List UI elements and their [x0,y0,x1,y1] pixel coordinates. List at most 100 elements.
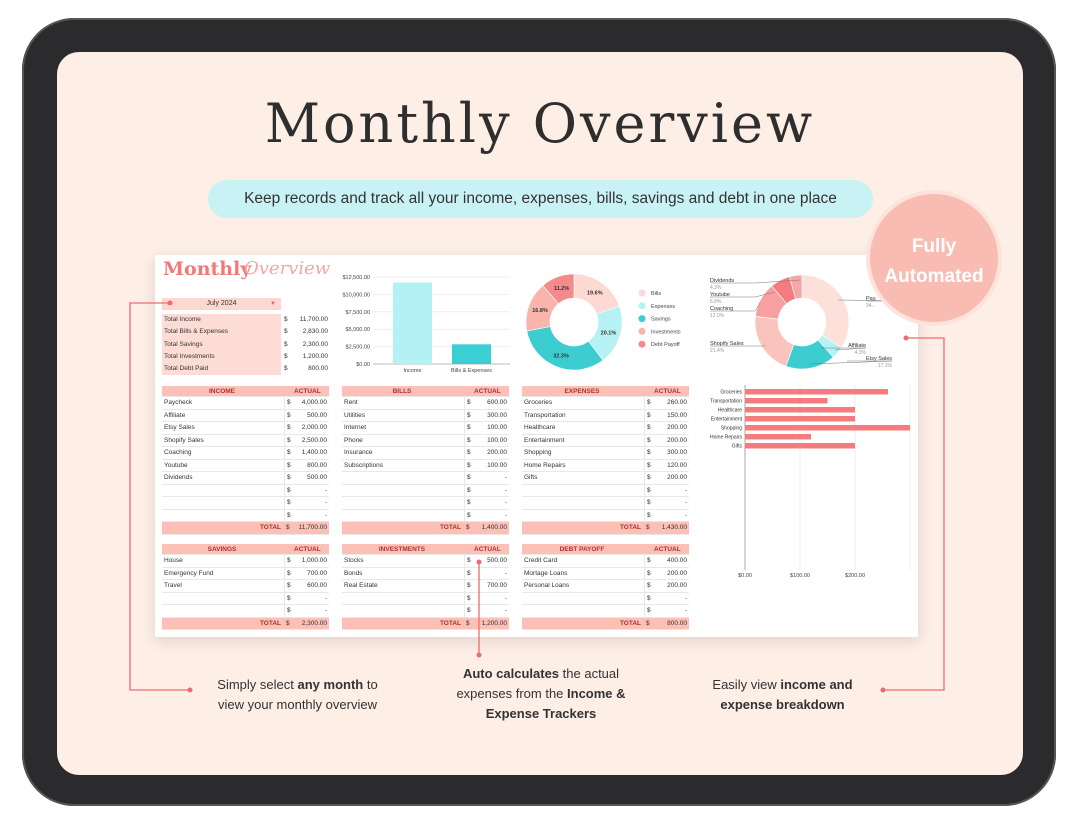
currency-symbol: $ [464,459,471,471]
row-value: - [324,594,327,602]
ann-bold: any month [297,677,364,692]
row-value: - [684,499,687,506]
slice-label: Youtube [710,292,730,298]
slice-percent: 17.1% [878,363,893,369]
table-row[interactable]: $ - [342,472,509,485]
bar-bills-expenses [452,344,491,364]
table-row[interactable]: $ - [522,509,689,522]
annotation-left: Simply select any month to view your mont… [190,675,405,715]
table-total-row: TOTAL $800.00 [522,617,689,630]
currency-symbol: $ [284,592,291,604]
slice-data-label: 16.8% [532,308,548,314]
row-value: 1,400.00 [301,449,327,456]
ann-text: view your monthly overview [218,697,377,712]
table-row[interactable]: $ - [522,484,689,497]
slice-data-label: 20.1% [601,330,617,336]
currency-symbol: $ [284,352,288,360]
slice-label: Dividends [710,278,734,284]
y-tick-label: $12,500.00 [342,275,370,281]
table-row[interactable]: $ - [162,509,329,522]
table-row[interactable]: Credit Card $400.00 [522,555,689,568]
table-total-row: TOTAL $1,400.00 [342,522,509,535]
currency-symbol: $ [286,524,290,531]
table-row[interactable]: Subscriptions $100.00 [342,459,509,472]
bar-groceries [745,389,888,395]
table-row[interactable]: Stocks $500.00 [342,555,509,568]
header-title: SAVINGS [207,546,237,553]
row-value: - [504,474,507,481]
slice-paycheck [801,274,850,349]
leader-line [821,347,867,351]
table-row[interactable]: Home Repairs $120.00 [522,459,689,472]
y-tick-label: $2,500.00 [346,345,370,351]
header-title: INVESTMENTS [378,546,426,553]
table-row[interactable]: Phone $100.00 [342,434,509,447]
table-row[interactable]: $ - [162,484,329,497]
table-row[interactable]: $ - [522,497,689,510]
legend-swatch [638,315,646,323]
subtitle-pill: Keep records and track all your income, … [208,180,873,218]
row-value: - [684,511,687,519]
row-value: 200.00 [487,449,507,456]
table-row[interactable]: Internet $100.00 [342,422,509,435]
row-value: - [684,607,687,614]
table-row[interactable]: Utilities $300.00 [342,409,509,422]
header-actual: ACTUAL [654,388,681,395]
row-value: 200.00 [667,436,687,444]
table-row[interactable]: $ - [162,605,329,618]
table-row[interactable]: Groceries $260.00 [522,397,689,410]
table-row[interactable]: Healthcare $200.00 [522,422,689,435]
table-row[interactable]: Transportation $150.00 [522,409,689,422]
currency-symbol: $ [464,397,471,409]
table-row[interactable]: $ - [522,592,689,605]
currency-symbol: $ [644,422,651,434]
table-row[interactable]: $ - [162,497,329,510]
table-row[interactable]: $ - [342,605,509,618]
total-value: 2,300.00 [301,619,327,627]
table-row[interactable]: Mortage Loans $200.00 [522,567,689,580]
row-value: - [504,511,507,519]
currency-symbol: $ [284,409,291,421]
month-dropdown[interactable]: July 2024 ▼ [162,298,281,310]
currency-symbol: $ [644,484,651,496]
legend-swatch [638,327,646,335]
table-row[interactable]: Real Estate $700.00 [342,580,509,593]
table-row[interactable]: Insurance $200.00 [342,447,509,460]
bar-income [393,282,432,364]
table-row[interactable]: Bonds $ - [342,567,509,580]
slice-percent: 4.3% [710,285,722,291]
currency-symbol: $ [644,459,651,471]
row-value: 100.00 [487,424,507,431]
table-row[interactable]: Entertainment $200.00 [522,434,689,447]
row-value: 2,000.00 [301,424,327,431]
summary-value: 11,700.00 [299,316,328,323]
table-total-row: TOTAL $2,300.00 [162,617,329,630]
currency-symbol: $ [464,509,471,521]
table-row[interactable]: $ - [342,484,509,497]
table-row[interactable]: Rent $600.00 [342,397,509,410]
table-row[interactable]: $ - [162,592,329,605]
currency-symbol: $ [284,422,291,434]
row-value: 260.00 [667,399,687,406]
legend-label: Expenses [651,304,675,310]
summary-value: 800.00 [308,365,328,373]
ann-text: to [363,677,378,692]
row-value: - [504,499,507,506]
table-row[interactable]: $ - [342,509,509,522]
leader-line [710,302,761,312]
ann-bold: expense breakdown [720,697,845,712]
x-tick-label: $200.00 [845,573,865,579]
table-row[interactable]: $ - [342,497,509,510]
table-header: INCOME ACTUAL [162,386,329,397]
currency-symbol: $ [644,605,651,617]
table-row[interactable]: $ - [522,605,689,618]
table-row[interactable]: $ - [342,592,509,605]
total-label: TOTAL [619,524,641,531]
row-value: 2,500.00 [301,436,327,444]
table-row[interactable]: Personal Loans $200.00 [522,580,689,593]
legend-label: Investments [651,329,681,335]
header-actual: ACTUAL [294,388,321,395]
table-row[interactable]: Shopping $300.00 [522,447,689,460]
badge-line1: Fully [911,236,957,257]
table-row[interactable]: Gifts $200.00 [522,472,689,485]
